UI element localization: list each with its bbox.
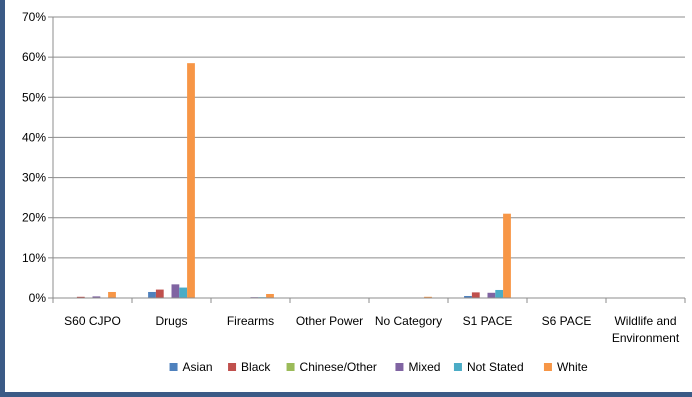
bar-white-5 bbox=[503, 213, 511, 298]
bar-black-5 bbox=[471, 292, 480, 298]
bar-not-stated-1 bbox=[179, 287, 188, 298]
gridlines bbox=[53, 16, 685, 259]
x-tick-label: S6 PACE bbox=[542, 314, 592, 328]
x-tick-label: Firearms bbox=[227, 314, 274, 328]
bar-black-0 bbox=[76, 296, 85, 298]
legend-swatch bbox=[395, 363, 404, 371]
bars bbox=[69, 63, 511, 298]
bar-white-0 bbox=[108, 291, 116, 298]
bar-white-2 bbox=[266, 293, 274, 298]
bar-asian-1 bbox=[148, 291, 156, 298]
legend-label: Chinese/Other bbox=[300, 360, 377, 374]
legend-swatch bbox=[543, 363, 552, 371]
y-tick-label: 30% bbox=[22, 171, 46, 185]
y-tick-label: 70% bbox=[22, 10, 46, 24]
y-tick-label: 40% bbox=[22, 130, 46, 144]
legend-swatch bbox=[286, 363, 295, 371]
y-tick-label: 20% bbox=[22, 211, 46, 225]
y-tick-label: 10% bbox=[22, 251, 46, 265]
y-tick-label: 60% bbox=[22, 50, 46, 64]
y-tick-label: 50% bbox=[22, 90, 46, 104]
legend-item: Not Stated bbox=[453, 360, 524, 374]
y-tick-label: 0% bbox=[29, 291, 47, 305]
x-tick-label: S1 PACE bbox=[463, 314, 513, 328]
x-tick-label: Wildlife and Environment bbox=[612, 314, 680, 345]
x-tick-label: Drugs bbox=[155, 314, 187, 328]
legend-label: Asian bbox=[183, 360, 213, 374]
bar-black-1 bbox=[155, 289, 164, 298]
legend-item: Chinese/Other bbox=[286, 360, 377, 374]
x-axis-labels: S60 CJPO Drugs Firearms Other Power No Categ… bbox=[64, 314, 680, 345]
bar-white-4 bbox=[424, 296, 432, 298]
legend-swatch bbox=[453, 363, 462, 371]
legend-label: White bbox=[557, 360, 588, 374]
legend-label: Not Stated bbox=[467, 360, 524, 374]
axes bbox=[52, 17, 686, 303]
bar-not-stated-5 bbox=[495, 289, 504, 298]
bar-mixed-5 bbox=[487, 292, 496, 298]
y-axis-ticks: 0% 10% 20% 30% 40% 50% 60% 70% bbox=[22, 10, 53, 305]
legend: Asian Black Chinese/Other Mixed Not Stated Wh… bbox=[169, 360, 588, 374]
bar-mixed-0 bbox=[92, 296, 101, 298]
bar-asian-5 bbox=[464, 295, 472, 298]
legend-item: Asian bbox=[169, 360, 213, 374]
legend-item: Mixed bbox=[395, 360, 440, 374]
bar-mixed-1 bbox=[171, 284, 180, 298]
bar-chart: 0% 10% 20% 30% 40% 50% 60% 70% S60 CJPO Drugs Fir… bbox=[22, 10, 686, 374]
bar-white-1 bbox=[187, 63, 195, 298]
legend-item: Black bbox=[228, 360, 271, 374]
legend-item: White bbox=[543, 360, 588, 374]
legend-label: Black bbox=[241, 360, 271, 374]
x-tick-label: S60 CJPO bbox=[64, 314, 121, 328]
legend-swatch bbox=[169, 363, 178, 371]
legend-label: Mixed bbox=[408, 360, 440, 374]
legend-swatch bbox=[228, 363, 237, 371]
x-tick-label: Other Power bbox=[296, 314, 363, 328]
x-tick-label: No Category bbox=[375, 314, 442, 328]
